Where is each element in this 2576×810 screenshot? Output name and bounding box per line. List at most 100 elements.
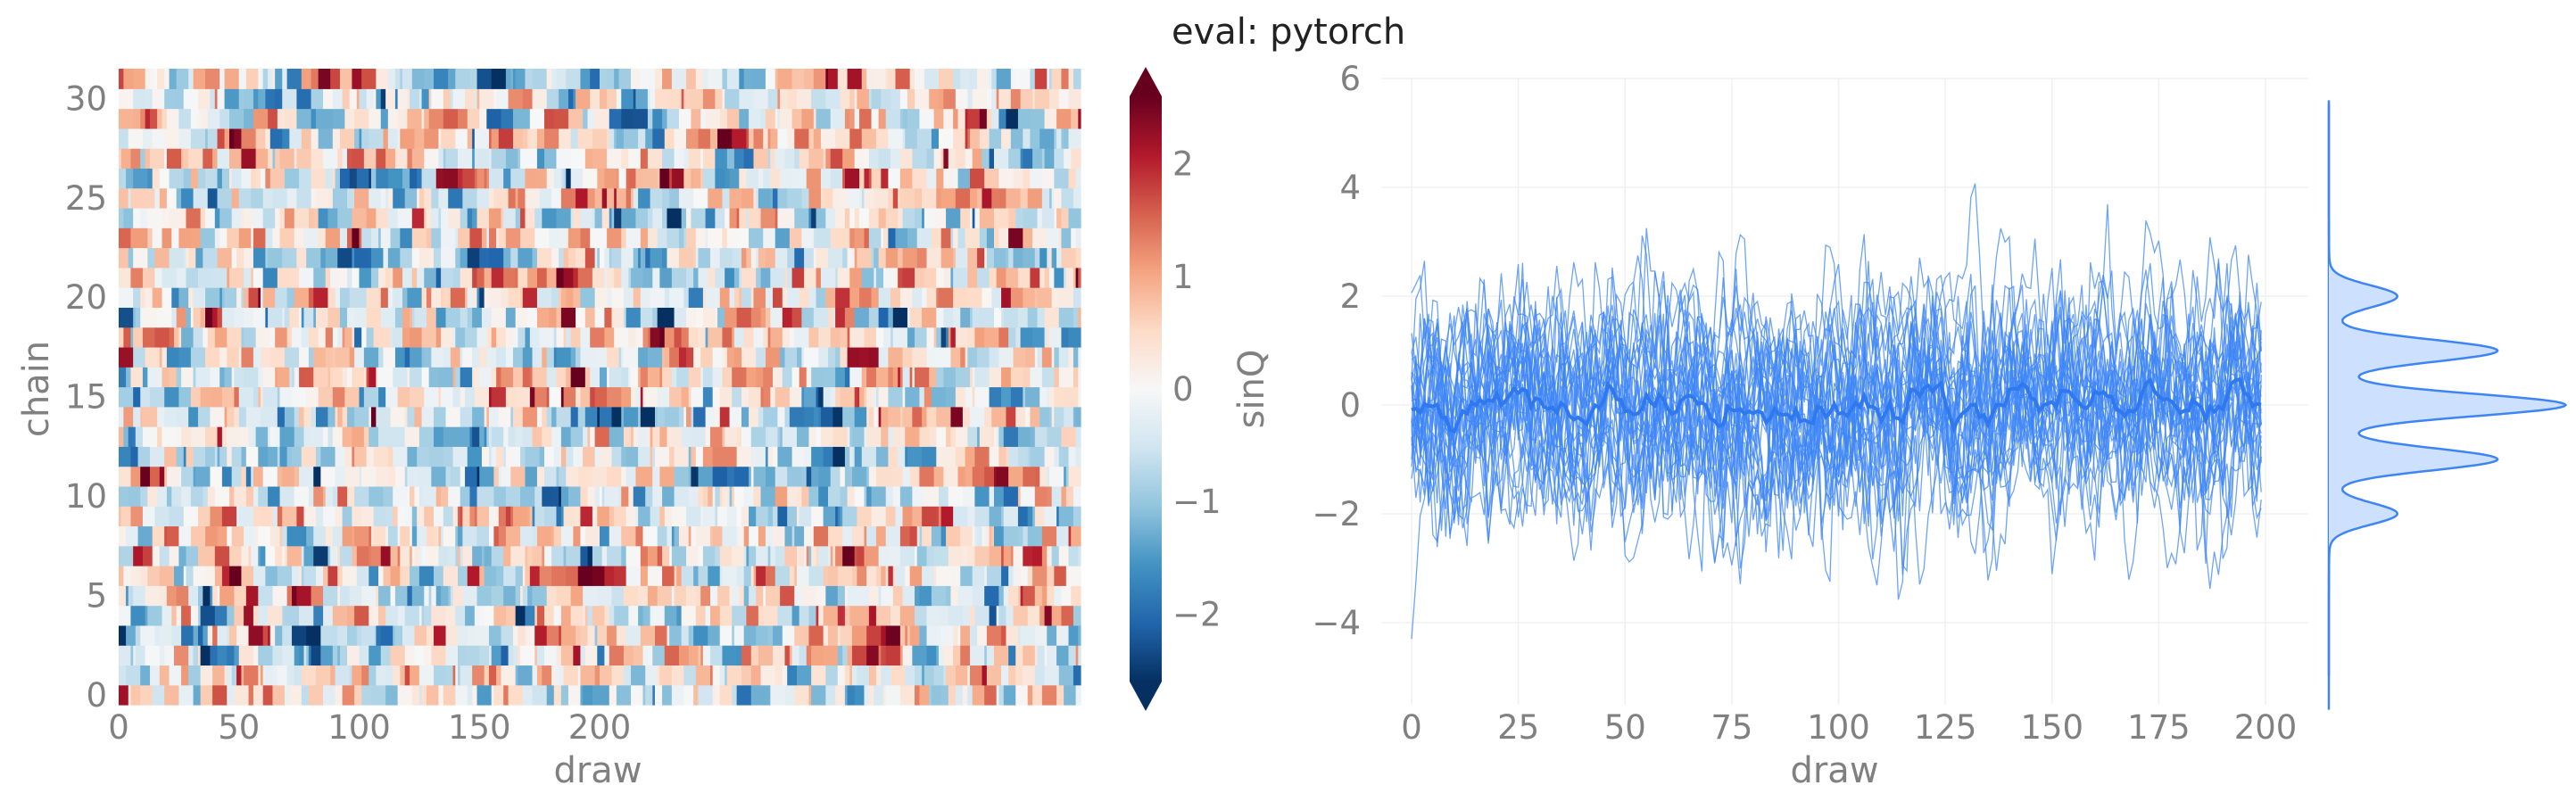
heatmap-cell [946,207,961,228]
heatmap-cell [726,108,740,129]
heatmap-cell [489,128,493,149]
heatmap-cell [854,446,863,467]
heatmap-cell [190,108,199,129]
heatmap-cell [662,108,668,129]
heatmap-cell [902,386,906,408]
heatmap-cell [347,227,353,249]
heatmap-cell [717,307,725,328]
heatmap-cell [1054,367,1060,388]
heatmap-cell [159,346,163,368]
heatmap-cell [953,645,961,666]
heatmap-cell [1023,645,1036,666]
heatmap-cell [135,426,144,447]
heatmap-cell [455,247,461,269]
heatmap-cell [931,227,942,249]
heatmap-cell [899,148,913,169]
heatmap-cell [767,426,779,447]
heatmap-cell [702,148,716,169]
heatmap-cell [974,506,990,527]
heatmap-cell [236,665,243,686]
heatmap-cell [200,227,216,249]
heatmap-cell [609,525,622,547]
heatmap-cell [642,605,646,626]
heatmap-cell [791,307,802,328]
heatmap-cell [607,367,610,388]
heatmap-cell [940,326,947,348]
heatmap-cell [294,406,300,427]
colorbar-extend-bottom [1130,682,1162,711]
heatmap-cell [965,148,973,169]
heatmap-cell [354,605,369,626]
heatmap-cell [717,585,731,607]
heatmap-cell [508,684,524,706]
heatmap-cell [948,545,964,566]
heatmap-cell [407,287,423,308]
heatmap-cell [520,446,526,467]
heatmap-cell [936,367,944,388]
heatmap-cell [943,88,957,110]
heatmap-cell [236,247,244,269]
heatmap-cell [763,128,769,149]
heatmap-cell [455,128,468,149]
heatmap-cell [936,446,942,467]
heatmap-cell [150,665,161,686]
heatmap-cell [760,665,776,686]
heatmap-cell [344,386,360,408]
heatmap-cell [940,624,954,646]
heatmap-cell [253,346,261,368]
heatmap-cell [318,207,329,228]
heatmap-cell [926,326,935,348]
heatmap-cell [1041,585,1048,607]
heatmap-cell [794,684,810,706]
heatmap-cell [787,665,798,686]
heatmap-cell [489,406,500,427]
heatmap-cell [424,684,427,706]
heatmap-cell [393,367,408,388]
heatmap-cell [912,287,923,308]
heatmap-cell [241,207,244,228]
heatmap-cell [352,665,362,686]
heatmap-cell [868,605,877,626]
heatmap-cell [410,566,420,586]
heatmap-cell [871,485,887,507]
heatmap-cell [493,684,504,706]
heatmap-cell [332,187,348,209]
heatmap-cell [1061,227,1072,249]
heatmap-y-tick-label: 0 [86,676,107,715]
colorbar-tick-label: 0 [1172,370,1194,409]
heatmap-cell [200,605,216,626]
heatmap-cell [1073,485,1081,507]
heatmap-cell [337,485,348,507]
heatmap-cell [484,287,490,308]
heatmap-cell [407,148,413,169]
heatmap-y-tick-label: 15 [65,378,107,417]
heatmap-cell [119,485,129,507]
heatmap-cell [977,525,983,547]
heatmap-cell [458,525,463,547]
heatmap-cell [458,227,461,249]
heatmap-cell [296,148,312,169]
heatmap-cell [709,645,724,666]
heatmap-cell [197,585,203,607]
heatmap-cell [529,506,534,527]
heatmap-cell [551,287,559,308]
marginal-density [2327,100,2568,710]
heatmap-cell [659,466,675,487]
heatmap-cell [683,88,692,110]
heatmap-cell [284,406,295,427]
heatmap-cell [1047,545,1053,566]
heatmap-cell [387,446,393,467]
heatmap-cell [770,307,783,328]
heatmap-cell [140,684,153,706]
heatmap-cell [369,367,377,388]
heatmap-cell [157,267,163,288]
heatmap-cell [1010,128,1023,149]
heatmap-cell [217,128,226,149]
heatmap-cell [282,624,293,646]
heatmap-cell [164,645,175,666]
heatmap-cell [801,108,815,129]
heatmap-cell [418,605,423,626]
heatmap-y-label: chain [16,341,57,437]
heatmap-cell [669,88,683,110]
heatmap-cell [455,326,466,348]
